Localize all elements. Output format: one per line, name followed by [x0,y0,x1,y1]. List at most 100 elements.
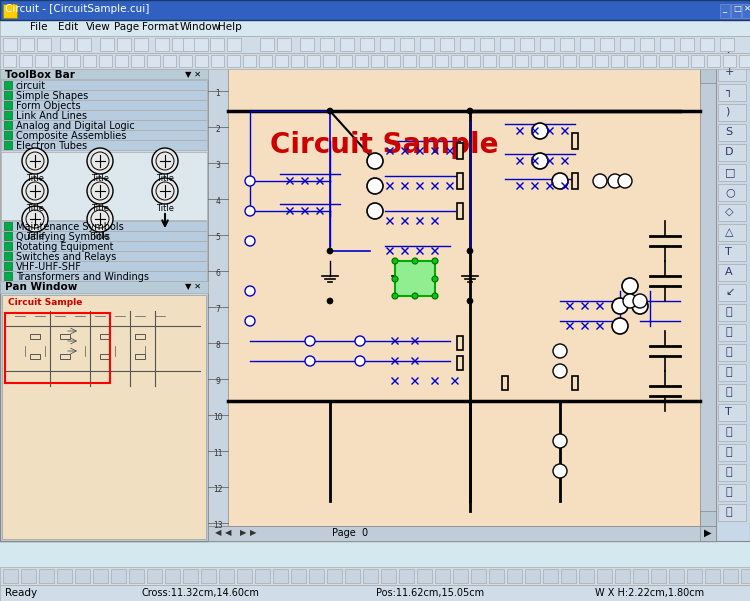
Text: _: _ [722,4,726,13]
Text: ⌒: ⌒ [725,467,731,477]
Bar [4,81,12,89]
Bar [0,281,208,293]
Bar [651,569,666,583]
Bar [4,131,12,139]
Text: VHF-UHF-SHF: VHF-UHF-SHF [16,262,82,272]
Bar [680,38,694,51]
Bar [1,152,207,220]
Bar [93,569,108,583]
Bar [135,334,145,339]
Text: ◀: ◀ [215,528,221,537]
Bar [194,38,208,51]
Text: Circuit - [CircuitSample.cui]: Circuit - [CircuitSample.cui] [5,4,149,14]
Bar [720,38,734,51]
Bar [355,55,368,67]
Bar [340,38,354,51]
Bar [0,0,750,20]
Bar [579,569,594,583]
Bar [453,569,468,583]
Bar [0,585,750,601]
Text: Page: Page [114,22,140,32]
Bar [718,84,746,101]
Bar [201,569,216,583]
Circle shape [553,434,567,448]
Text: Pos:11.62cm,15.05cm: Pos:11.62cm,15.05cm [376,588,484,598]
Bar [615,569,630,583]
Bar [35,55,48,67]
Bar [83,55,96,67]
Bar [669,569,684,583]
Bar [718,464,746,481]
Circle shape [367,203,383,219]
Bar [345,569,360,583]
Bar [723,55,736,67]
Circle shape [532,123,548,139]
Text: Ready: Ready [5,588,37,598]
Bar [1,231,207,241]
Bar [30,334,40,339]
Text: ▼ ✕: ▼ ✕ [185,282,201,291]
Bar [520,38,534,51]
Text: ▶: ▶ [704,528,712,538]
Circle shape [327,248,333,254]
Text: ┐: ┐ [725,87,732,97]
Circle shape [327,108,333,114]
Bar [163,55,176,67]
Text: A: A [725,267,733,277]
Bar [417,569,432,583]
Circle shape [608,174,622,188]
Circle shape [467,248,473,254]
Text: Title: Title [156,204,174,213]
Bar [179,55,192,67]
Bar [100,334,110,339]
Circle shape [367,153,383,169]
Bar [227,55,240,67]
Bar [400,38,414,51]
Text: 11: 11 [583,51,593,60]
Text: Title: Title [91,174,109,183]
Circle shape [87,206,113,232]
Bar [77,38,91,51]
Bar [595,55,608,67]
Text: Composite Assemblies: Composite Assemblies [16,131,126,141]
Circle shape [553,464,567,478]
Bar [395,261,435,296]
Circle shape [593,174,607,188]
Circle shape [245,236,255,246]
Circle shape [245,316,255,326]
Text: 9: 9 [215,377,220,386]
Bar [4,262,12,270]
Circle shape [392,276,398,282]
Circle shape [633,294,647,308]
Bar [460,38,474,51]
Bar [339,55,352,67]
Circle shape [532,153,548,169]
Bar [0,69,208,541]
Bar [1,100,207,110]
Circle shape [432,258,438,264]
Text: Title: Title [26,174,44,183]
Bar [20,38,34,51]
Bar [208,526,716,541]
Bar [718,224,746,241]
Bar [1,140,207,150]
Text: 1: 1 [216,89,220,98]
Bar [3,38,17,51]
Circle shape [245,206,255,216]
Bar [3,4,17,18]
Circle shape [245,286,255,296]
Text: ⌒: ⌒ [725,387,731,397]
Bar [403,55,416,67]
Text: 4: 4 [333,51,339,60]
Text: ✕: ✕ [744,4,750,13]
Bar [718,344,746,361]
Bar [457,143,463,159]
Bar [371,55,384,67]
Bar [291,55,304,67]
Text: 7: 7 [441,51,447,60]
Bar [4,121,12,129]
Bar [5,313,110,383]
Text: Cross:11.32cm,14.60cm: Cross:11.32cm,14.60cm [141,588,259,598]
Bar [0,53,750,69]
Bar [580,38,594,51]
